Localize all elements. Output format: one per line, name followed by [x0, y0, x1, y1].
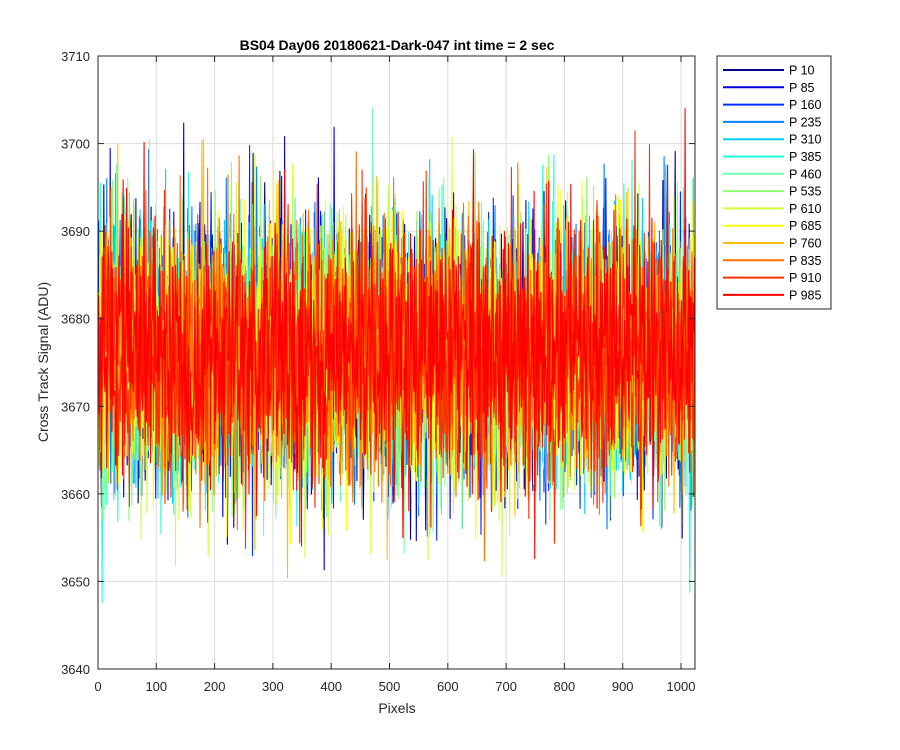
legend-label: P 985: [789, 288, 821, 302]
x-tick-label: 400: [320, 679, 342, 694]
legend-label: P 535: [789, 185, 821, 199]
legend-label: P 460: [789, 167, 821, 181]
legend-label: P 610: [789, 202, 821, 216]
y-tick-label: 3680: [61, 312, 90, 327]
plot-area: 0 100 200 300 400 500 600 700 800 900 1000 3640 3650…: [61, 49, 696, 694]
legend-label: P 160: [789, 98, 821, 112]
x-tick-label: 1000: [667, 679, 696, 694]
axes-frame: [97, 55, 696, 670]
chart-title: BS04 Day06 20180621-Dark-047 int time = …: [240, 37, 555, 53]
x-tick-label: 100: [145, 679, 167, 694]
x-axis-label: Pixels: [378, 700, 415, 716]
x-tick-label: 500: [379, 679, 401, 694]
x-tick-label: 800: [554, 679, 576, 694]
legend-label: P 835: [789, 254, 821, 268]
legend-label: P 85: [789, 81, 815, 95]
legend-box: [716, 55, 832, 310]
x-tick-label: 700: [495, 679, 517, 694]
legend-label: P 910: [789, 271, 821, 285]
legend-label: P 685: [789, 219, 821, 233]
series-line-p985: [97, 107, 695, 560]
y-tick-label: 3710: [61, 49, 90, 64]
legend-label: P 10: [789, 64, 815, 78]
legend: P 10 P 85 P 160 P 235 P 310 P 385 P 460 P 535 P …: [716, 55, 832, 310]
y-tick-label: 3640: [61, 662, 90, 677]
series-layer: [97, 107, 695, 604]
legend-label: P 385: [789, 150, 821, 164]
x-tick-label: 900: [612, 679, 634, 694]
y-tick-label: 3700: [61, 137, 90, 152]
legend-label: P 235: [789, 115, 821, 129]
y-axis-label: Cross Track Signal (ADU): [35, 282, 51, 442]
y-tick-label: 3690: [61, 224, 90, 239]
ticks: 0 100 200 300 400 500 600 700 800 900 1000 3640 3650…: [61, 49, 695, 694]
y-tick-label: 3650: [61, 574, 90, 589]
legend-label: P 310: [789, 133, 821, 147]
y-tick-label: 3670: [61, 399, 90, 414]
x-tick-label: 200: [204, 679, 226, 694]
y-tick-label: 3660: [61, 487, 90, 502]
x-tick-label: 0: [94, 679, 101, 694]
legend-label: P 760: [789, 237, 821, 251]
x-tick-label: 600: [437, 679, 459, 694]
x-tick-label: 300: [262, 679, 284, 694]
